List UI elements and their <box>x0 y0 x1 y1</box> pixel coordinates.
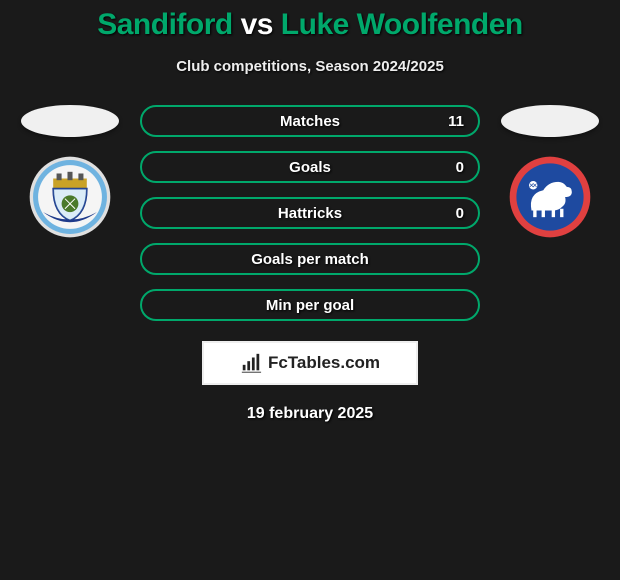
stat-label: Min per goal <box>266 297 354 314</box>
ipswich-town-crest <box>508 155 592 239</box>
coventry-city-crest <box>28 155 112 239</box>
stat-right-value: 0 <box>456 205 464 222</box>
brand-box: FcTables.com <box>202 341 418 385</box>
stats-column: Matches 11 Goals 0 Hattricks 0 Goals per… <box>140 105 480 321</box>
comparison-row: Matches 11 Goals 0 Hattricks 0 Goals per… <box>0 105 620 321</box>
stat-right-value: 11 <box>448 113 464 130</box>
infographic-root: Sandiford vs Luke Woolfenden Club compet… <box>0 0 620 423</box>
page-title: Sandiford vs Luke Woolfenden <box>0 8 620 42</box>
brand-text: FcTables.com <box>268 353 380 373</box>
player2-avatar-placeholder <box>501 105 599 137</box>
stat-row-goals-per-match: Goals per match <box>140 243 480 275</box>
stat-label: Hattricks <box>278 205 342 222</box>
right-side <box>500 105 600 239</box>
coventry-crest-icon <box>28 155 112 239</box>
player1-name: Sandiford <box>97 8 233 41</box>
stat-right-value: 0 <box>456 159 464 176</box>
player2-name: Luke Woolfenden <box>281 8 523 41</box>
subtitle: Club competitions, Season 2024/2025 <box>0 58 620 75</box>
stat-row-min-per-goal: Min per goal <box>140 289 480 321</box>
stat-label: Matches <box>280 113 340 130</box>
player1-avatar-placeholder <box>21 105 119 137</box>
stat-label: Goals per match <box>251 251 369 268</box>
stat-row-goals: Goals 0 <box>140 151 480 183</box>
stat-row-matches: Matches 11 <box>140 105 480 137</box>
vs-text: vs <box>241 8 273 41</box>
left-side <box>20 105 120 239</box>
stat-row-hattricks: Hattricks 0 <box>140 197 480 229</box>
bar-chart-icon <box>240 352 262 374</box>
ipswich-crest-icon <box>508 155 592 239</box>
stat-label: Goals <box>289 159 331 176</box>
date-text: 19 february 2025 <box>0 405 620 423</box>
